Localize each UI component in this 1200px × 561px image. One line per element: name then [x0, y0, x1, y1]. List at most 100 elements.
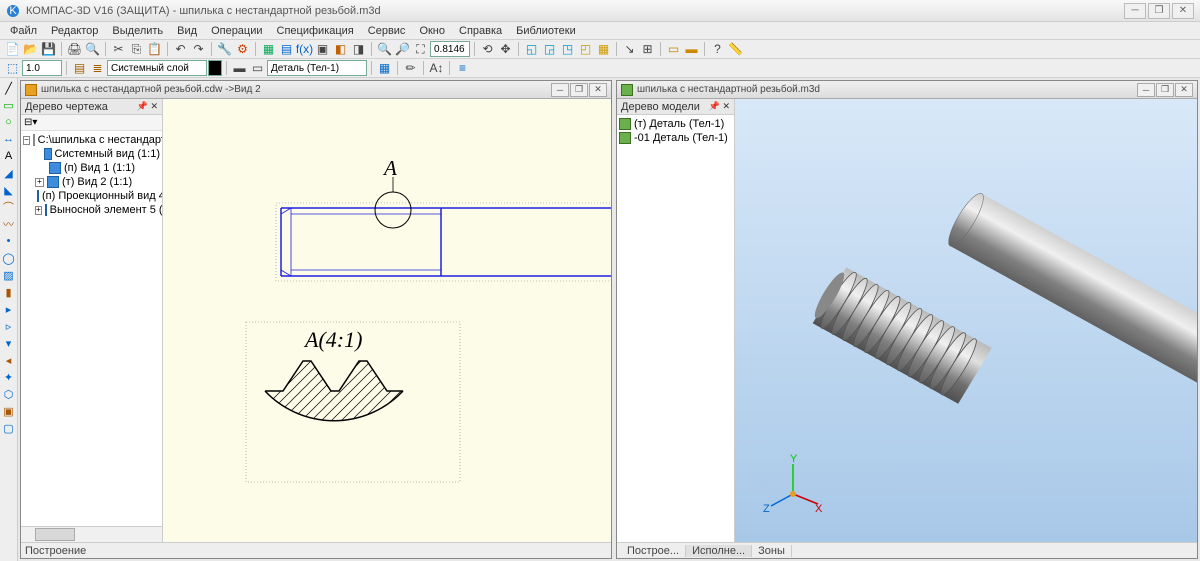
style-icon[interactable]: ▬ — [231, 60, 248, 77]
status-seg[interactable]: Построе... — [621, 545, 686, 557]
model-close-button[interactable]: ✕ — [1175, 83, 1193, 97]
pin-icon[interactable]: 📌 ✕ — [137, 101, 158, 112]
palette-t1-icon[interactable]: ▸ — [1, 301, 17, 317]
print-icon[interactable]: 🖨 — [66, 41, 83, 58]
lib1-icon[interactable]: ▭ — [665, 41, 682, 58]
view3-icon[interactable]: ◳ — [559, 41, 576, 58]
dim-icon[interactable]: ✏ — [402, 60, 419, 77]
layer-combo[interactable]: Системный слой — [107, 60, 207, 76]
palette-point-icon[interactable]: • — [1, 233, 17, 249]
tree-item[interactable]: (п) Проекционный вид 4 — [42, 190, 162, 202]
status-seg[interactable]: Исполне... — [686, 545, 752, 557]
menu-operations[interactable]: Операции — [205, 24, 268, 38]
palette-t7-icon[interactable]: ▣ — [1, 403, 17, 419]
menu-edit[interactable]: Редактор — [45, 24, 104, 38]
pin-icon[interactable]: 📌 ✕ — [709, 101, 730, 112]
fx-icon[interactable]: f(x) — [296, 41, 313, 58]
text-icon[interactable]: A↕ — [428, 60, 445, 77]
menu-libraries[interactable]: Библиотеки — [510, 24, 582, 38]
sketch-icon[interactable]: ▦ — [376, 60, 393, 77]
palette-dim-icon[interactable]: ↔ — [1, 131, 17, 147]
lib2-icon[interactable]: ▬ — [683, 41, 700, 58]
menu-select[interactable]: Выделить — [106, 24, 169, 38]
status-seg[interactable]: Зоны — [752, 545, 792, 557]
tool3-icon[interactable]: ◧ — [332, 41, 349, 58]
palette-rect-icon[interactable]: ▭ — [1, 97, 17, 113]
palette-line-icon[interactable]: ╱ — [1, 80, 17, 96]
palette-t4-icon[interactable]: ◂ — [1, 352, 17, 368]
zoom-in-icon[interactable]: 🔍 — [376, 41, 393, 58]
cut-icon[interactable]: ✂ — [110, 41, 127, 58]
palette-t3-icon[interactable]: ▾ — [1, 335, 17, 351]
model-min-button[interactable]: ─ — [1137, 83, 1155, 97]
redo-icon[interactable]: ↷ — [190, 41, 207, 58]
snap1-icon[interactable]: ↘ — [621, 41, 638, 58]
view5-icon[interactable]: ▦ — [595, 41, 612, 58]
snap2-icon[interactable]: ⊞ — [639, 41, 656, 58]
cube-icon[interactable]: ▦ — [260, 41, 277, 58]
palette-ellipse-icon[interactable]: ◯ — [1, 250, 17, 266]
paste-icon[interactable]: 📋 — [146, 41, 163, 58]
tree-root[interactable]: С:\шпилька с нестандартно — [38, 134, 162, 146]
palette-t6-icon[interactable]: ⬡ — [1, 386, 17, 402]
tree-item[interactable]: (т) Вид 2 (1:1) — [62, 176, 132, 188]
minimize-button[interactable]: ─ — [1124, 3, 1146, 19]
menu-service[interactable]: Сервис — [362, 24, 412, 38]
doc-icon[interactable]: ▤ — [278, 41, 295, 58]
tree-item[interactable]: (п) Вид 1 (1:1) — [64, 162, 135, 174]
tool4-icon[interactable]: ◨ — [350, 41, 367, 58]
tool2-icon[interactable]: ⚙ — [234, 41, 251, 58]
drawing-tree[interactable]: −С:\шпилька с нестандартно Системный вид… — [21, 131, 162, 526]
palette-hatch-icon[interactable]: ▨ — [1, 267, 17, 283]
open-icon[interactable]: 📂 — [22, 41, 39, 58]
palette-proj-icon[interactable]: ◣ — [1, 182, 17, 198]
palette-circle-icon[interactable]: ○ — [1, 114, 17, 130]
color-combo[interactable] — [208, 60, 222, 76]
save-icon[interactable]: 💾 — [40, 41, 57, 58]
style2-icon[interactable]: ▭ — [249, 60, 266, 77]
scale-combo[interactable]: 1.0 — [22, 60, 62, 76]
drawing-min-button[interactable]: ─ — [551, 83, 569, 97]
tree-item[interactable]: -01 Деталь (Тел-1) — [634, 132, 728, 144]
layers-icon[interactable]: ≣ — [89, 60, 106, 77]
drawing-max-button[interactable]: ❐ — [570, 83, 588, 97]
palette-fill-icon[interactable]: ▮ — [1, 284, 17, 300]
menu-file[interactable]: Файл — [4, 24, 43, 38]
menu-window[interactable]: Окно — [413, 24, 451, 38]
palette-spline-icon[interactable]: 〰 — [1, 216, 17, 232]
view2-icon[interactable]: ◲ — [541, 41, 558, 58]
preview-icon[interactable]: 🔍 — [84, 41, 101, 58]
layer-icon[interactable]: ▤ — [71, 60, 88, 77]
palette-t8-icon[interactable]: ▢ — [1, 420, 17, 436]
palette-text-icon[interactable]: A — [1, 148, 17, 164]
menu-view[interactable]: Вид — [171, 24, 203, 38]
hatch-icon[interactable]: ≡ — [454, 60, 471, 77]
drawing-canvas[interactable]: А А(4:1) — [163, 99, 611, 542]
menu-spec[interactable]: Спецификация — [271, 24, 360, 38]
palette-t2-icon[interactable]: ▹ — [1, 318, 17, 334]
var-icon[interactable]: ▣ — [314, 41, 331, 58]
view4-icon[interactable]: ◰ — [577, 41, 594, 58]
tree-item[interactable]: (т) Деталь (Тел-1) — [634, 118, 724, 130]
measure-icon[interactable]: 📏 — [727, 41, 744, 58]
tree-scrollbar[interactable] — [21, 526, 162, 542]
undo-icon[interactable]: ↶ — [172, 41, 189, 58]
maximize-button[interactable]: ❐ — [1148, 3, 1170, 19]
model-canvas[interactable]: Y X Z — [735, 99, 1197, 542]
view1-icon[interactable]: ◱ — [523, 41, 540, 58]
tree-mode-icon[interactable]: ⊟▾ — [24, 117, 37, 128]
tree-item[interactable]: Системный вид (1:1) — [55, 148, 160, 160]
tool-icon[interactable]: 🔧 — [216, 41, 233, 58]
menu-help[interactable]: Справка — [453, 24, 508, 38]
close-button[interactable]: ✕ — [1172, 3, 1194, 19]
pan-icon[interactable]: ✥ — [497, 41, 514, 58]
part-combo[interactable]: Деталь (Тел-1) — [267, 60, 367, 76]
drawing-close-button[interactable]: ✕ — [589, 83, 607, 97]
model-tree[interactable]: (т) Деталь (Тел-1) -01 Деталь (Тел-1) — [617, 115, 734, 542]
zoom-combo[interactable]: 0.8146 — [430, 41, 470, 57]
coord-icon[interactable]: ⬚ — [4, 60, 21, 77]
zoom-out-icon[interactable]: 🔎 — [394, 41, 411, 58]
model-max-button[interactable]: ❐ — [1156, 83, 1174, 97]
copy-icon[interactable]: ⎘ — [128, 41, 145, 58]
rotate-icon[interactable]: ⟲ — [479, 41, 496, 58]
